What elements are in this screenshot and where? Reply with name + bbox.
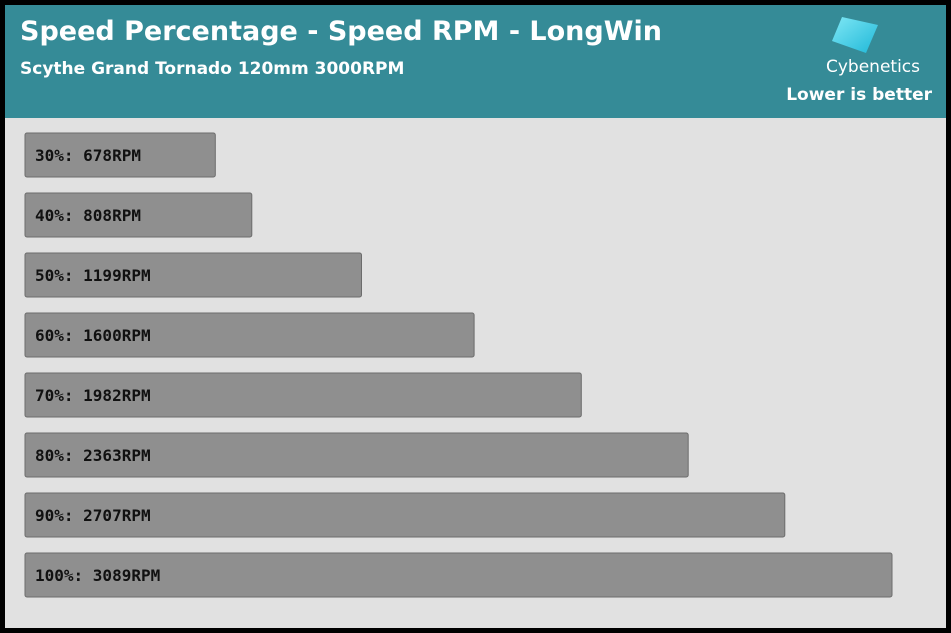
bar-60pct <box>24 312 475 358</box>
bar-40pct <box>24 192 253 238</box>
bar-label-100pct: 100%: 3089RPM <box>35 566 160 585</box>
bar-100pct <box>24 552 893 598</box>
bar-30pct <box>24 132 216 178</box>
bar-label-40pct: 40%: 808RPM <box>35 206 141 225</box>
bar-90pct <box>24 492 786 538</box>
bar-label-30pct: 30%: 678RPM <box>35 146 141 165</box>
logo-text: Cybenetics <box>825 57 920 77</box>
bar-70pct <box>24 372 582 418</box>
bar-label-60pct: 60%: 1600RPM <box>35 326 151 345</box>
bar-50pct <box>24 252 362 298</box>
cybenetics-logo-icon <box>832 17 878 53</box>
bar-chart: 30%: 678RPM 40%: 808RPM 50%: 1199RPM 60%: 1… <box>24 132 893 598</box>
bar-label-80pct: 80%: 2363RPM <box>35 446 151 465</box>
bar-label-50pct: 50%: 1199RPM <box>35 266 151 285</box>
chart-subtitle: Scythe Grand Tornado 120mm 3000RPM <box>20 59 405 79</box>
bar-label-70pct: 70%: 1982RPM <box>35 386 151 405</box>
chart-header: Speed Percentage - Speed RPM - LongWin S… <box>5 5 946 118</box>
cybenetics-logo: Cybenetics <box>818 13 928 79</box>
chart-title: Speed Percentage - Speed RPM - LongWin <box>20 16 662 47</box>
bar-label-90pct: 90%: 2707RPM <box>35 506 151 525</box>
bar-80pct <box>24 432 689 478</box>
lower-is-better-note: Lower is better <box>786 85 932 105</box>
